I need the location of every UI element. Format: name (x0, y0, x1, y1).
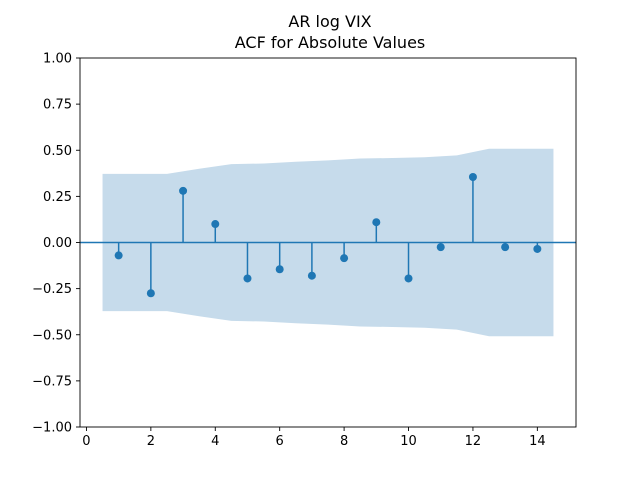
x-tick-label: 4 (211, 434, 219, 449)
x-tick-label: 2 (147, 434, 155, 449)
acf-marker-lag-10 (404, 274, 413, 283)
acf-marker-lag-12 (468, 173, 477, 182)
x-tick-label: 8 (340, 434, 348, 449)
x-tick-label: 14 (529, 434, 546, 449)
x-tick-label: 10 (400, 434, 417, 449)
chart-subtitle: ACF for Absolute Values (235, 33, 426, 52)
acf-marker-lag-4 (211, 220, 220, 229)
acf-marker-lag-3 (179, 186, 188, 195)
acf-marker-lag-6 (275, 265, 284, 274)
y-tick-label: −1.00 (32, 421, 72, 436)
acf-marker-lag-11 (436, 243, 445, 252)
acf-marker-lag-2 (146, 289, 155, 298)
x-tick-label: 6 (276, 434, 284, 449)
acf-marker-lag-14 (533, 244, 542, 253)
chart-title: AR log VIX (288, 12, 371, 31)
acf-marker-lag-5 (243, 274, 252, 283)
y-tick-label: 0.75 (43, 98, 72, 113)
y-tick-label: −0.25 (32, 282, 72, 297)
y-tick-label: 0.25 (43, 190, 72, 205)
acf-marker-lag-1 (114, 251, 123, 260)
acf-marker-lag-8 (340, 254, 349, 263)
y-tick-label: 0.00 (43, 236, 72, 251)
acf-marker-lag-9 (372, 218, 381, 227)
y-tick-label: −0.50 (32, 328, 72, 343)
x-tick-label: 0 (82, 434, 90, 449)
x-tick-label: 12 (465, 434, 482, 449)
acf-marker-lag-7 (307, 271, 316, 280)
acf-marker-lag-13 (501, 243, 510, 252)
plot-area: 0 2 4 6 8 10 12 14 1.00 0.75 0.50 0.25 0.00 −0.25 −0.5… (32, 52, 577, 449)
y-tick-label: −0.75 (32, 374, 72, 389)
y-tick-label: 0.50 (43, 144, 72, 159)
y-tick-label: 1.00 (43, 52, 72, 67)
